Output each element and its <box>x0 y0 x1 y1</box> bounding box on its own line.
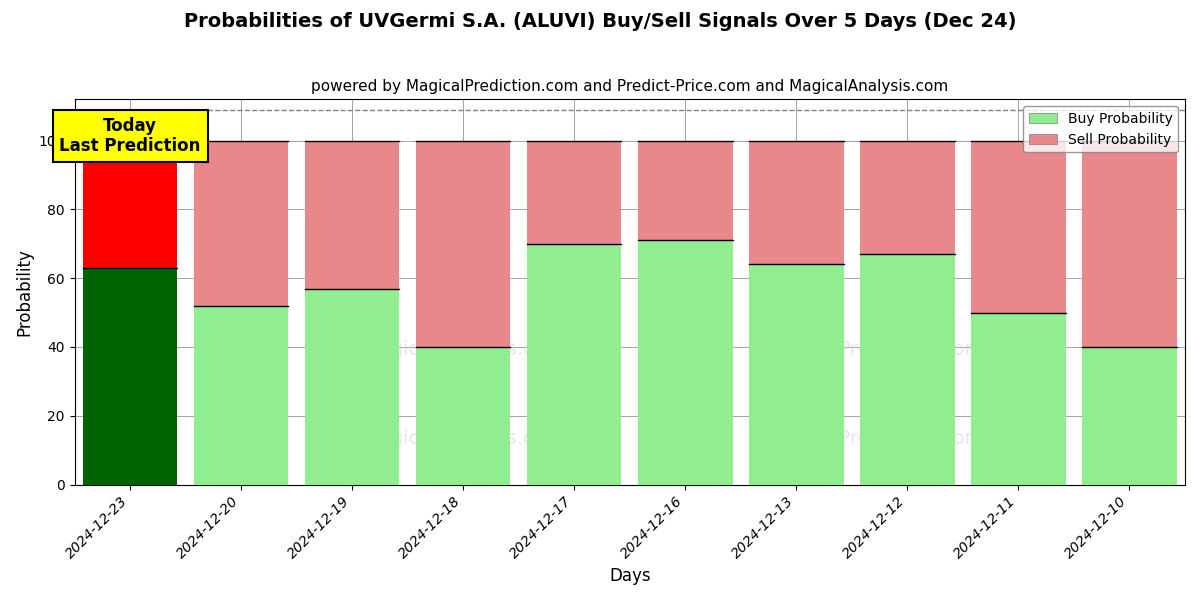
Y-axis label: Probability: Probability <box>16 248 34 336</box>
Bar <box>749 265 844 485</box>
Bar <box>305 140 400 289</box>
Bar <box>527 244 622 485</box>
Bar <box>194 305 288 485</box>
Bar <box>860 140 955 254</box>
Text: MagicalAnalysis.com: MagicalAnalysis.com <box>362 340 565 359</box>
Bar <box>305 289 400 485</box>
Text: MagicalPrediction.com: MagicalPrediction.com <box>764 340 984 359</box>
Text: MagicalAnalysis.com: MagicalAnalysis.com <box>362 429 565 448</box>
Text: Today
Last Prediction: Today Last Prediction <box>60 116 200 155</box>
X-axis label: Days: Days <box>610 567 650 585</box>
Bar <box>194 140 288 305</box>
Bar <box>83 140 178 268</box>
Text: MagicalPrediction.com: MagicalPrediction.com <box>764 429 984 448</box>
Bar <box>83 268 178 485</box>
Bar <box>749 140 844 265</box>
Bar <box>416 140 510 347</box>
Bar <box>1082 140 1177 347</box>
Bar <box>971 140 1066 313</box>
Title: powered by MagicalPrediction.com and Predict-Price.com and MagicalAnalysis.com: powered by MagicalPrediction.com and Pre… <box>311 79 948 94</box>
Bar <box>971 313 1066 485</box>
Bar <box>527 140 622 244</box>
Bar <box>638 140 732 241</box>
Text: Probabilities of UVGermi S.A. (ALUVI) Buy/Sell Signals Over 5 Days (Dec 24): Probabilities of UVGermi S.A. (ALUVI) Bu… <box>184 12 1016 31</box>
Bar <box>1082 347 1177 485</box>
Bar <box>416 347 510 485</box>
Legend: Buy Probability, Sell Probability: Buy Probability, Sell Probability <box>1024 106 1178 152</box>
Bar <box>638 241 732 485</box>
Bar <box>860 254 955 485</box>
